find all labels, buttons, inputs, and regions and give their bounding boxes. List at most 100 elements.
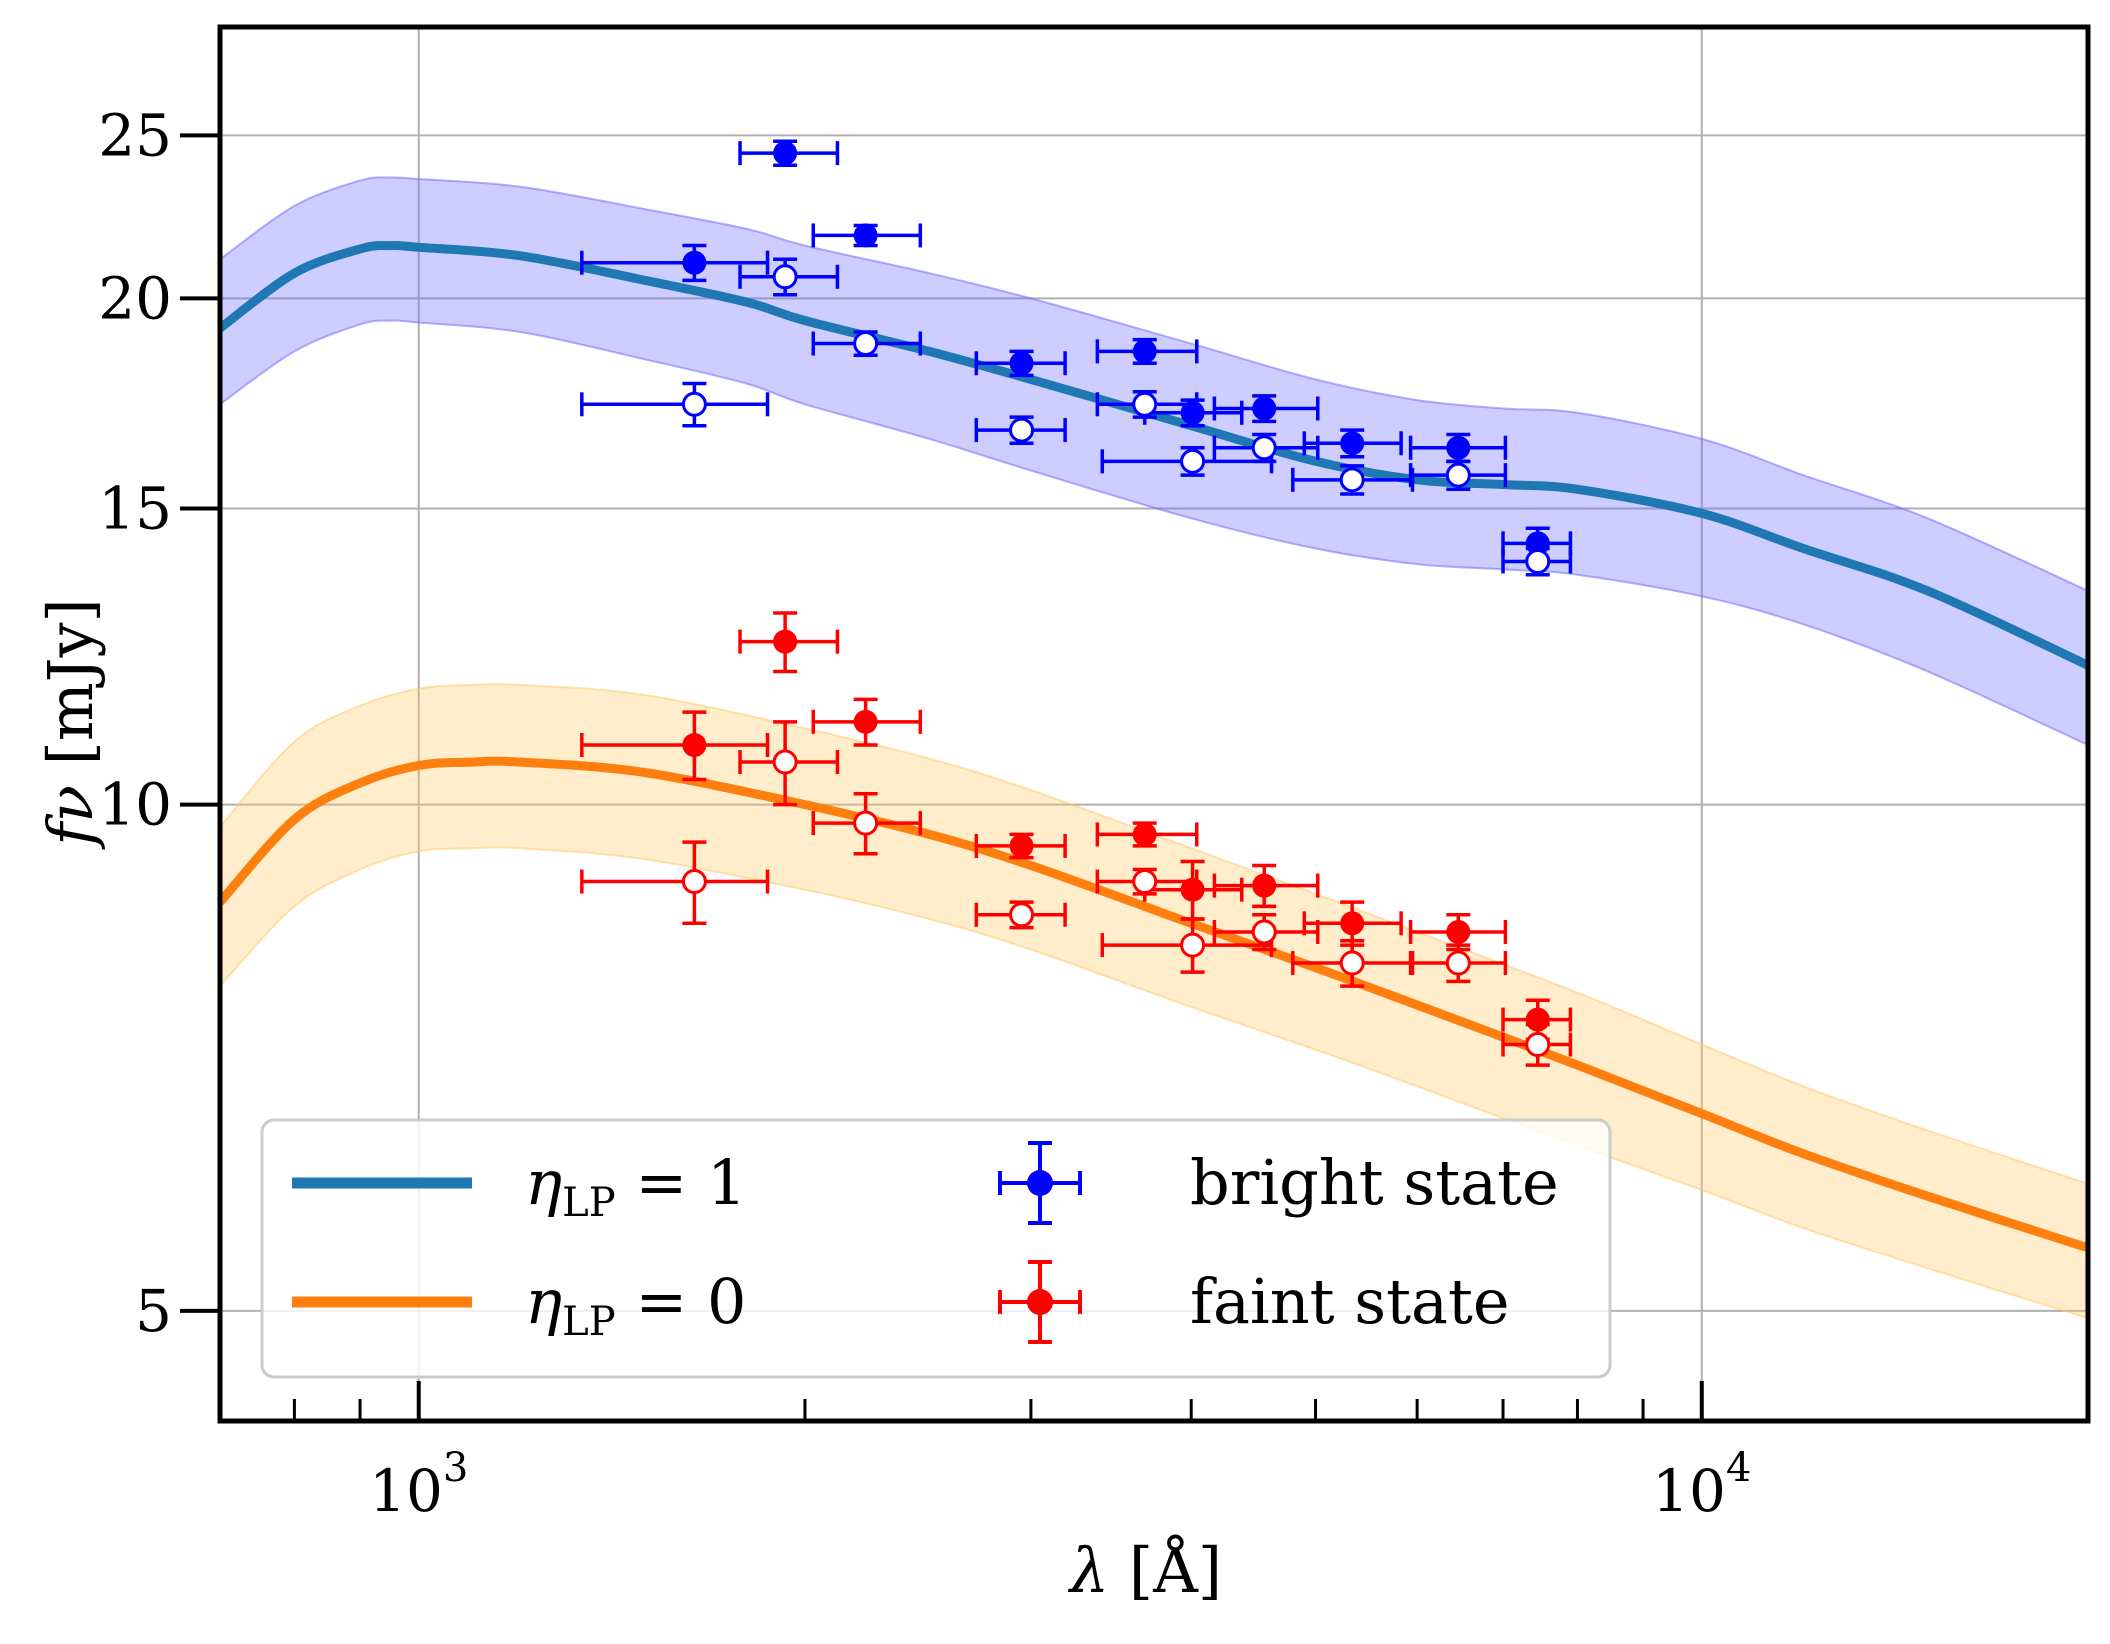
marker-filled bbox=[1009, 351, 1034, 376]
marker-open bbox=[681, 869, 707, 895]
data-point-bright-filled bbox=[811, 223, 923, 248]
data-point-bright-open bbox=[738, 257, 840, 297]
marker-filled bbox=[682, 733, 707, 758]
marker-filled bbox=[1446, 435, 1471, 460]
marker-open bbox=[1132, 391, 1158, 417]
y-axis-label-symbol: fν bbox=[34, 785, 107, 850]
marker-filled bbox=[1132, 822, 1157, 847]
y-tick-label: 15 bbox=[98, 474, 172, 542]
x-tick-label: 103 bbox=[369, 1445, 468, 1525]
data-point-faint-filled bbox=[1142, 859, 1244, 921]
marker-open bbox=[1132, 869, 1158, 895]
model-curves bbox=[216, 240, 2090, 1253]
data-point-bright-filled bbox=[1212, 394, 1320, 424]
y-tick-label: 10 bbox=[98, 771, 172, 839]
data-point-faint-filled bbox=[738, 611, 840, 674]
marker-filled bbox=[1009, 833, 1034, 858]
marker-open bbox=[853, 331, 879, 357]
data-point-bright-filled bbox=[1095, 337, 1199, 365]
data-point-bright-filled bbox=[974, 349, 1067, 378]
marker-open bbox=[1180, 932, 1206, 958]
axis-ticks: 103 104 5 10 15 20 25 bbox=[98, 101, 1751, 1525]
marker-open bbox=[1009, 417, 1035, 443]
y-tick-label: 20 bbox=[98, 264, 172, 332]
marker-open bbox=[1251, 919, 1277, 945]
y-tick-label: 25 bbox=[98, 101, 172, 169]
marker-filled bbox=[1180, 400, 1205, 425]
marker-filled bbox=[853, 223, 878, 248]
data-point-bright-open bbox=[1501, 546, 1573, 577]
observation-points bbox=[580, 139, 1573, 1067]
marker-open bbox=[1180, 448, 1206, 474]
data-point-faint-open bbox=[580, 840, 770, 926]
marker-filled bbox=[682, 250, 707, 275]
marker-open bbox=[681, 391, 707, 417]
y-axis-label-unit: [mJy] bbox=[34, 598, 107, 765]
data-point-faint-filled bbox=[580, 710, 770, 782]
marker-filled bbox=[773, 629, 798, 654]
data-point-bright-open bbox=[1100, 446, 1274, 477]
data-point-faint-open bbox=[1100, 917, 1274, 974]
data-point-faint-filled bbox=[1095, 821, 1199, 848]
marker-open bbox=[1339, 950, 1365, 976]
marker-open bbox=[1525, 1032, 1551, 1058]
model-curve-1 bbox=[216, 756, 2090, 1253]
data-point-faint-open bbox=[738, 720, 840, 807]
data-point-faint-filled bbox=[974, 832, 1067, 860]
data-point-faint-open bbox=[1291, 938, 1415, 988]
marker-open bbox=[772, 749, 798, 775]
data-point-bright-open bbox=[811, 330, 923, 358]
data-point-bright-open bbox=[1408, 459, 1508, 492]
data-point-faint-open bbox=[1212, 913, 1320, 952]
marker-filled bbox=[853, 709, 878, 734]
marker-open bbox=[1339, 467, 1365, 493]
legend-box bbox=[260, 1118, 1612, 1379]
marker-filled bbox=[1340, 431, 1365, 456]
data-point-faint-open bbox=[1095, 867, 1199, 896]
data-point-bright-open bbox=[580, 381, 770, 428]
data-point-bright-filled bbox=[738, 139, 840, 167]
marker-open bbox=[1251, 435, 1277, 461]
marker-open bbox=[1445, 950, 1471, 976]
marker-filled bbox=[1446, 919, 1471, 944]
legend: ηLP = 1 ηLP = 0 bright state faint state bbox=[260, 1118, 1612, 1379]
data-point-faint-open bbox=[1501, 1022, 1573, 1067]
data-point-faint-open bbox=[974, 900, 1067, 930]
y-axis-label: fν [mJy] bbox=[34, 598, 107, 849]
marker-filled bbox=[1180, 877, 1205, 902]
plot-frame bbox=[217, 24, 2091, 1424]
data-point-bright-filled bbox=[580, 243, 770, 283]
marker-filled bbox=[1252, 396, 1277, 421]
legend-label-bright: bright state bbox=[1190, 1146, 1559, 1219]
data-point-faint-open bbox=[811, 791, 923, 856]
legend-label-faint: faint state bbox=[1190, 1265, 1510, 1338]
x-tick-label: 104 bbox=[1652, 1445, 1751, 1525]
model-curve-0 bbox=[217, 240, 2090, 670]
marker-open bbox=[1445, 462, 1471, 488]
data-point-faint-filled bbox=[1212, 863, 1320, 909]
y-tick-label: 5 bbox=[135, 1277, 172, 1345]
x-axis-label-unit: [Å] bbox=[1129, 1534, 1222, 1607]
marker-filled bbox=[1252, 873, 1277, 898]
data-point-bright-open bbox=[1291, 464, 1415, 496]
data-point-faint-filled bbox=[811, 697, 923, 747]
data-point-bright-open bbox=[1095, 389, 1199, 419]
marker-filled bbox=[773, 141, 798, 166]
data-point-faint-open bbox=[1408, 943, 1508, 984]
data-point-bright-filled bbox=[1408, 432, 1508, 464]
data-point-bright-open bbox=[1212, 432, 1320, 464]
data-point-bright-filled bbox=[1302, 428, 1403, 459]
legend-label-eta1: ηLP = 1 bbox=[525, 1146, 746, 1226]
legend-label-eta0: ηLP = 0 bbox=[525, 1265, 746, 1345]
legend-marker-bright bbox=[998, 1141, 1082, 1225]
x-axis-label: λ [Å] bbox=[1067, 1534, 1222, 1607]
legend-marker-faint bbox=[998, 1260, 1082, 1344]
x-axis-label-symbol: λ bbox=[1067, 1534, 1109, 1607]
marker-open bbox=[1525, 548, 1551, 574]
data-point-bright-open bbox=[974, 415, 1067, 446]
marker-filled bbox=[1132, 339, 1157, 364]
marker-open bbox=[772, 264, 798, 290]
marker-open bbox=[853, 810, 879, 836]
marker-filled bbox=[1340, 911, 1365, 936]
